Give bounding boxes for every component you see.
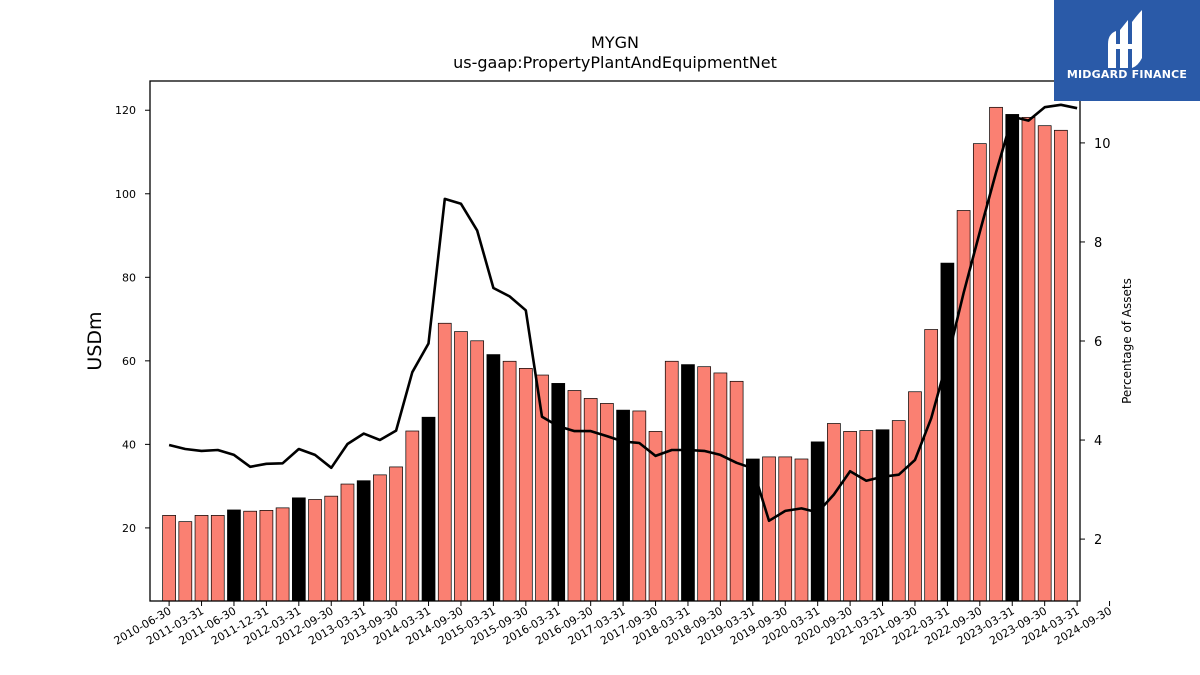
y-tick-label: 100 — [115, 188, 136, 201]
bar-2012-06-30 — [291, 497, 306, 602]
chart-subtitle: us-gaap:PropertyPlantAndEquipmentNet — [453, 53, 777, 72]
pct-assets-line — [168, 103, 1078, 523]
bar-2011-12-31 — [259, 510, 274, 602]
bar-2019-03-31 — [729, 380, 744, 602]
brand-logo: MIDGARD FINANCE — [1054, 0, 1200, 101]
bar-2016-06-30 — [551, 383, 566, 602]
chart-title: MYGN — [591, 33, 639, 52]
y2-tick-label: 10 — [1094, 137, 1111, 152]
bar-2015-09-30 — [502, 360, 517, 602]
bar-2022-09-30 — [956, 210, 971, 602]
bar-2014-06-30 — [421, 416, 436, 602]
bar-2021-09-30 — [891, 420, 906, 602]
line-series — [168, 103, 1078, 523]
y2-tick-label: 2 — [1094, 533, 1102, 548]
bar-2014-09-30 — [437, 322, 452, 602]
bar-2018-06-30 — [681, 364, 695, 602]
bar-2015-03-31 — [470, 340, 485, 602]
bar-2018-12-31 — [713, 372, 728, 602]
y-axis-label: USDm — [84, 311, 106, 370]
bar-2017-09-30 — [632, 410, 647, 602]
bar-2021-03-31 — [859, 430, 874, 602]
bar-2021-06-30 — [875, 429, 890, 602]
y-tick-label: 40 — [122, 438, 136, 451]
bar-2024-03-31 — [1054, 129, 1068, 602]
bar-2011-03-31 — [210, 515, 225, 602]
bar-2012-09-30 — [308, 499, 322, 602]
bar-2020-06-30 — [810, 441, 825, 602]
brand-name: MIDGARD FINANCE — [1066, 68, 1188, 81]
bar-2019-12-31 — [778, 456, 793, 602]
bar-2020-12-31 — [843, 431, 857, 602]
bar-2010-12-31 — [194, 515, 209, 602]
bar-2012-03-31 — [275, 507, 290, 602]
bar-2011-06-30 — [227, 509, 241, 602]
bar-2022-03-31 — [924, 329, 939, 602]
y2-tick-label: 8 — [1094, 236, 1102, 251]
bar-2020-09-30 — [827, 423, 841, 602]
bar-2013-09-30 — [373, 474, 387, 602]
bar-2016-09-30 — [567, 390, 582, 602]
y2-tick-label: 4 — [1094, 434, 1102, 449]
y2-tick-label: 6 — [1094, 335, 1102, 350]
bar-2013-06-30 — [356, 480, 371, 602]
bar-2013-03-31 — [340, 483, 355, 602]
bar-2021-12-31 — [908, 391, 922, 602]
bar-2018-03-31 — [664, 360, 679, 602]
bar-2018-09-30 — [697, 366, 712, 602]
plot-frame — [149, 80, 1081, 602]
bar-2012-12-31 — [324, 495, 339, 602]
bar-2015-06-30 — [486, 354, 501, 602]
bar-2023-03-31 — [989, 106, 1003, 602]
bar-2010-09-30 — [178, 521, 193, 602]
bar-2014-03-31 — [405, 430, 420, 602]
bar-2013-12-31 — [389, 466, 403, 602]
bar-2017-03-31 — [600, 403, 614, 602]
bar-2019-09-30 — [762, 456, 776, 602]
y-tick-label: 120 — [115, 104, 136, 117]
bar-2022-06-30 — [940, 262, 955, 602]
midgard-logo-icon — [1108, 10, 1142, 68]
bar-2011-09-30 — [243, 510, 258, 602]
bar-2023-12-31 — [1037, 125, 1052, 602]
y2-axis-label: Percentage of Assets — [1120, 278, 1134, 404]
y-tick-label: 60 — [122, 355, 136, 368]
bar-2016-12-31 — [583, 398, 598, 602]
bar-2014-12-31 — [454, 331, 468, 602]
bar-2023-06-30 — [1005, 114, 1020, 602]
y-tick-label: 80 — [122, 271, 136, 284]
bar-2010-06-30 — [162, 515, 176, 602]
bar-2023-09-30 — [1021, 116, 1036, 602]
bar-series — [162, 106, 1068, 602]
y-tick-label: 20 — [122, 522, 136, 535]
bar-2020-03-31 — [794, 458, 809, 602]
bar-2015-12-31 — [518, 368, 533, 602]
